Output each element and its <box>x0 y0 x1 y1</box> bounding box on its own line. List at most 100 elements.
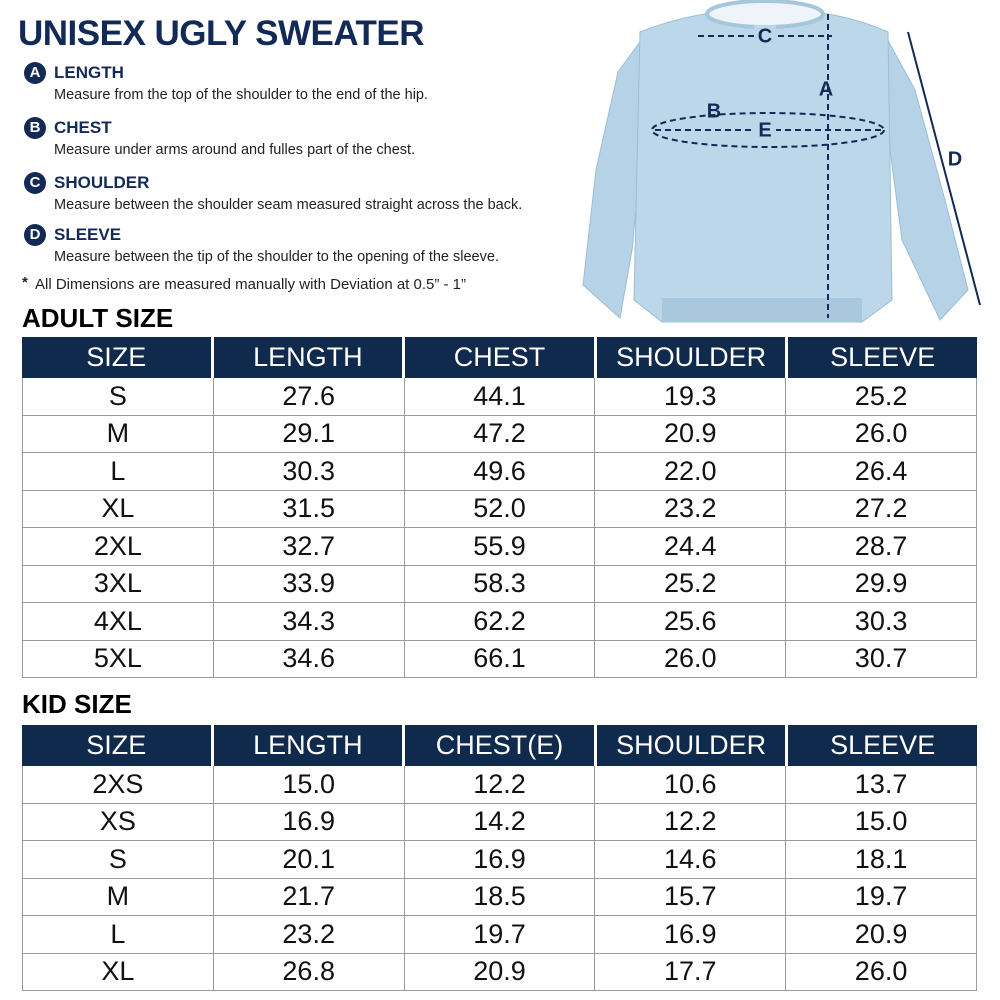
column-header: CHEST <box>402 337 594 378</box>
table-cell: 33.9 <box>212 565 404 602</box>
section-title: ADULT SIZE <box>22 303 174 333</box>
size-table: SIZE LENGTH CHEST(E) SHOULDER SLEEVE 2XS 15.0 1… <box>22 725 977 991</box>
table-cell: 2XL <box>22 528 213 565</box>
table-cell: 13.7 <box>785 766 977 803</box>
table-cell: 44.1 <box>403 378 595 415</box>
label-bg <box>754 25 776 47</box>
table-cell: 14.2 <box>403 803 595 840</box>
table-cell: 23.2 <box>212 916 404 953</box>
table-cell: 25.6 <box>594 603 785 640</box>
column-header: LENGTH <box>210 337 403 378</box>
table-cell: XL <box>22 490 213 527</box>
table-cell: S <box>22 841 213 878</box>
table-cell: 5XL <box>22 640 213 677</box>
diagram-label: D <box>948 148 962 170</box>
column-header: CHEST(E) <box>402 725 594 766</box>
table-cell: 3XL <box>22 565 213 602</box>
diagram-label: A <box>819 78 833 100</box>
table-cell: 19.7 <box>403 916 595 953</box>
table-cell: 15.7 <box>594 878 785 915</box>
column-header: SHOULDER <box>593 337 786 378</box>
table-row: S 20.1 16.9 14.6 18.1 <box>22 841 977 879</box>
measure-badge: D <box>24 224 46 246</box>
header-row: SIZE LENGTH CHEST(E) SHOULDER SLEEVE <box>22 725 977 766</box>
table-cell: 17.7 <box>594 953 785 990</box>
table-cell: 18.1 <box>785 841 977 878</box>
table-cell: 26.0 <box>785 415 977 452</box>
table-row: L 23.2 19.7 16.9 20.9 <box>22 916 977 954</box>
title: UNISEX UGLY SWEATER <box>18 14 425 53</box>
table-cell: 34.6 <box>212 640 404 677</box>
measure-badge: B <box>24 117 46 139</box>
table-cell: 47.2 <box>403 415 595 452</box>
table-cell: 16.9 <box>594 916 785 953</box>
table-cell: 25.2 <box>594 565 785 602</box>
measure-badge: A <box>24 62 46 84</box>
table-cell: 27.6 <box>212 378 404 415</box>
diagram-label: B <box>707 100 721 122</box>
table-cell: 24.4 <box>594 528 785 565</box>
table-row: 2XL 32.7 55.9 24.4 28.7 <box>22 528 977 566</box>
table-row: 2XS 15.0 12.2 10.6 13.7 <box>22 766 977 804</box>
table-cell: 62.2 <box>403 603 595 640</box>
header-row: SIZE LENGTH CHEST SHOULDER SLEEVE <box>22 337 977 378</box>
table-cell: 25.2 <box>785 378 977 415</box>
table-cell: 30.3 <box>212 453 404 490</box>
diagram-label: E <box>758 119 771 141</box>
table-row: S 27.6 44.1 19.3 25.2 <box>22 378 977 416</box>
sweater-body <box>633 9 893 323</box>
table-cell: 49.6 <box>403 453 595 490</box>
sweater-diagram: C A B E D <box>582 0 981 323</box>
table-cell: 66.1 <box>403 640 595 677</box>
table-cell: M <box>22 415 213 452</box>
note-mark: * <box>22 274 28 291</box>
table-row: 3XL 33.9 58.3 25.2 29.9 <box>22 565 977 603</box>
table-cell: L <box>22 453 213 490</box>
table-cell: 26.0 <box>594 640 785 677</box>
table-row: XS 16.9 14.2 12.2 15.0 <box>22 803 977 841</box>
table-row: 5XL 34.6 66.1 26.0 30.7 <box>22 640 977 678</box>
table-cell: 18.5 <box>403 878 595 915</box>
table-row: M 29.1 47.2 20.9 26.0 <box>22 415 977 453</box>
table-cell: 2XS <box>22 766 213 803</box>
table-cell: 26.8 <box>212 953 404 990</box>
table-row: M 21.7 18.5 15.7 19.7 <box>22 878 977 916</box>
table-cell: 14.6 <box>594 841 785 878</box>
table-cell: 12.2 <box>594 803 785 840</box>
table-cell: 58.3 <box>403 565 595 602</box>
measure-badge: C <box>24 172 46 194</box>
table-cell: 55.9 <box>403 528 595 565</box>
section-title: KID SIZE <box>22 689 132 719</box>
table-cell: S <box>22 378 213 415</box>
table-cell: 19.7 <box>785 878 977 915</box>
table-cell: L <box>22 916 213 953</box>
column-header: SLEEVE <box>785 337 977 378</box>
table-cell: 15.0 <box>212 766 404 803</box>
right-sleeve <box>884 34 969 321</box>
column-header: LENGTH <box>210 725 403 766</box>
table-cell: 30.3 <box>785 603 977 640</box>
measure-desc: Measure between the shoulder seam measur… <box>54 197 523 213</box>
table-cell: 29.9 <box>785 565 977 602</box>
table-cell: XL <box>22 953 213 990</box>
table-row: 4XL 34.3 62.2 25.6 30.3 <box>22 603 977 641</box>
hem-band <box>662 298 862 322</box>
label-bg <box>754 119 776 141</box>
measure-desc: Measure from the top of the shoulder to … <box>54 87 429 103</box>
column-header: SHOULDER <box>593 725 786 766</box>
table-cell: 32.7 <box>212 528 404 565</box>
column-header: SIZE <box>86 342 147 372</box>
table-row: XL 31.5 52.0 23.2 27.2 <box>22 490 977 528</box>
column-header: SIZE <box>86 730 147 760</box>
table-cell: M <box>22 878 213 915</box>
measure-desc: Measure between the tip of the shoulder … <box>54 249 499 265</box>
table-cell: 22.0 <box>594 453 785 490</box>
neckline <box>705 0 825 29</box>
note: All Dimensions are measured manually wit… <box>35 276 467 293</box>
table-cell: XS <box>22 803 213 840</box>
table-row: XL 26.8 20.9 17.7 26.0 <box>22 953 977 991</box>
measure-desc: Measure under arms around and fulles par… <box>54 142 416 158</box>
table-cell: 26.0 <box>785 953 977 990</box>
table-cell: 4XL <box>22 603 213 640</box>
